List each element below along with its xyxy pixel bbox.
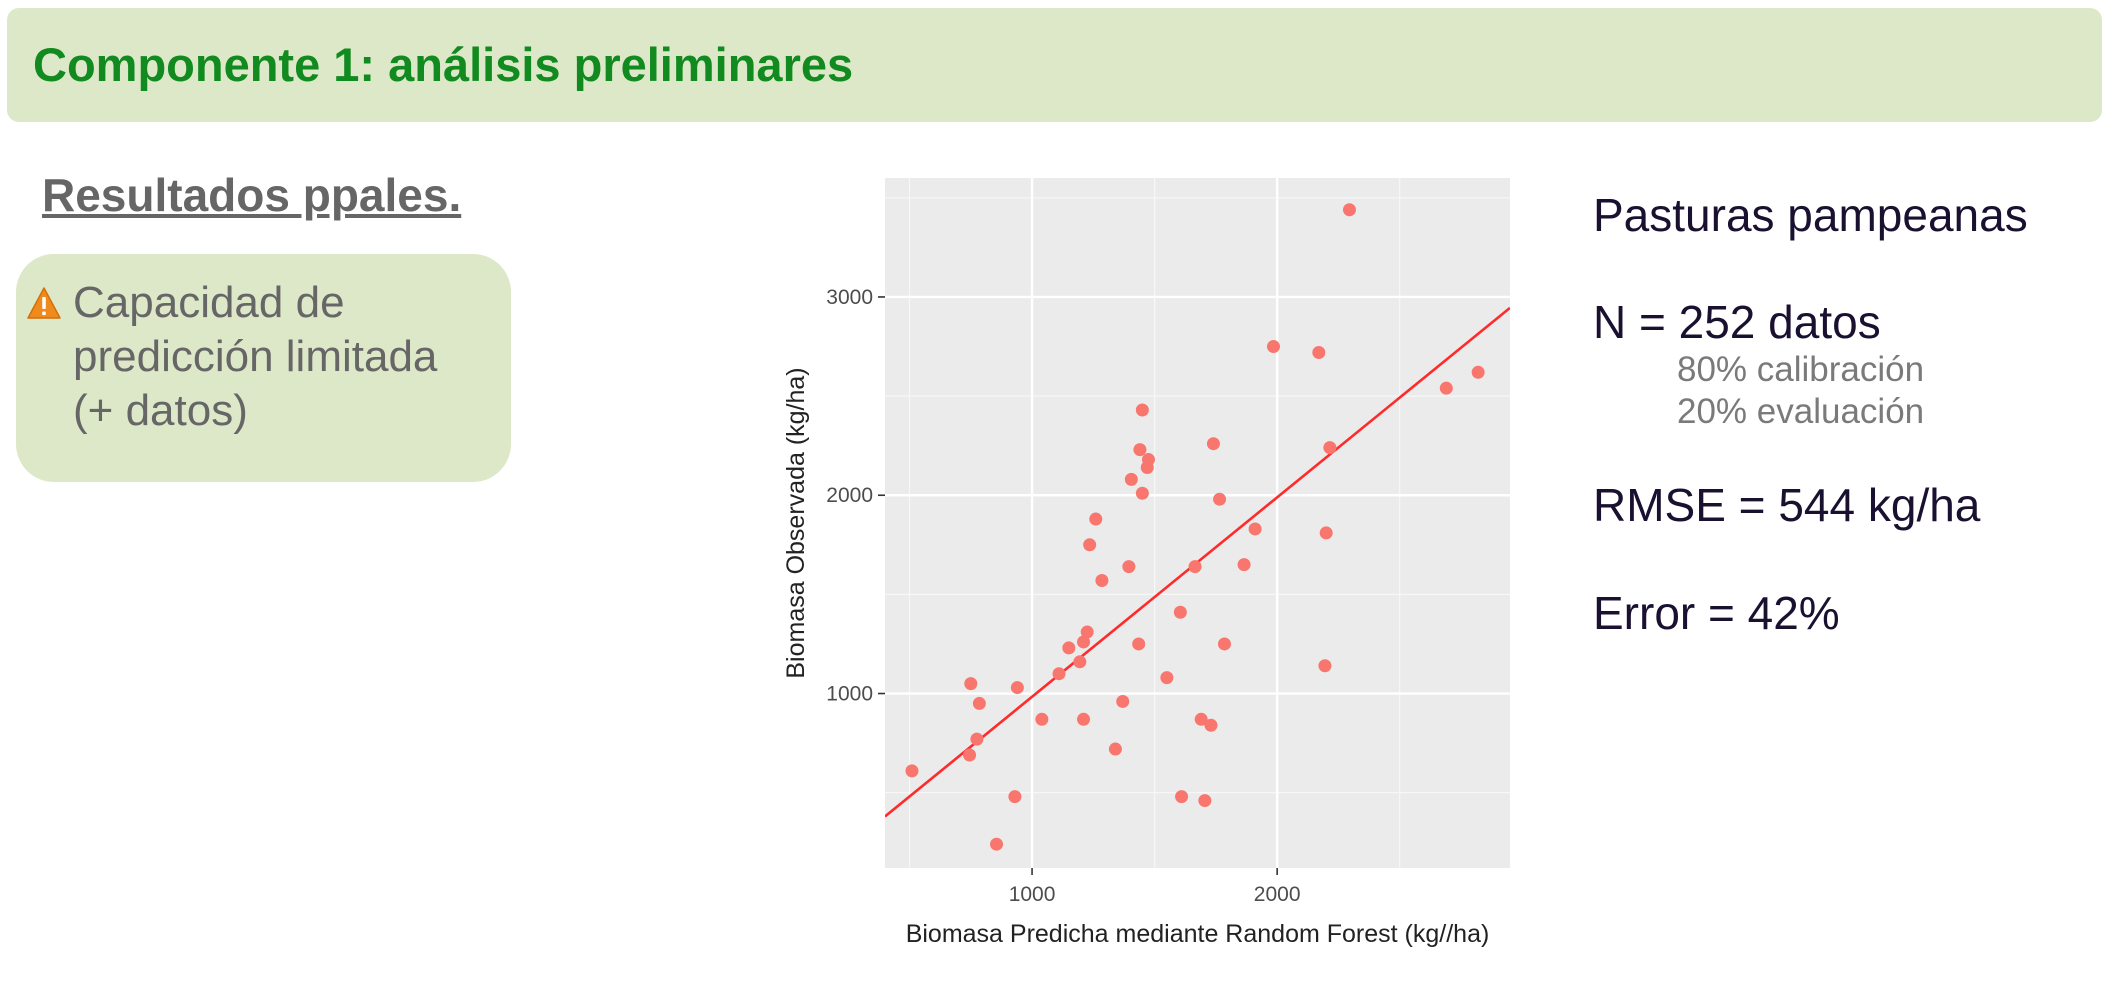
data-point — [1319, 526, 1333, 540]
data-point — [905, 764, 919, 778]
data-point — [1116, 694, 1130, 708]
y-axis-label: Biomasa Observada (kg/ha) — [782, 367, 810, 678]
data-point — [1342, 203, 1356, 217]
y-tick-label: 2000 — [826, 484, 873, 507]
data-point — [1132, 637, 1146, 651]
data-point — [1237, 558, 1251, 572]
data-point — [1173, 605, 1187, 619]
calibration-split: 80% calibración — [1677, 350, 1925, 389]
data-point — [1095, 574, 1109, 587]
callout-line: predicción limitada — [73, 332, 438, 381]
data-point — [1194, 712, 1208, 726]
sample-size: N = 252 datos — [1593, 296, 1881, 348]
x-axis-label: Biomasa Predicha mediante Random Forest … — [906, 920, 1490, 948]
y-tick-label: 1000 — [826, 683, 873, 706]
data-point — [1135, 486, 1149, 500]
data-point — [1124, 472, 1138, 486]
data-point — [1248, 522, 1262, 536]
data-point — [1010, 681, 1024, 695]
data-point — [1439, 381, 1453, 395]
data-point — [1266, 340, 1280, 354]
plot-panel — [885, 178, 1510, 868]
data-point — [1062, 641, 1076, 655]
page-title: Componente 1: análisis preliminares — [33, 38, 854, 91]
data-point — [972, 696, 986, 710]
data-point — [1160, 671, 1174, 685]
data-point — [1108, 742, 1122, 756]
rmse-value: RMSE = 544 kg/ha — [1593, 479, 1981, 531]
data-point — [1198, 794, 1212, 808]
data-point — [1217, 637, 1231, 651]
evaluation-split: 20% evaluación — [1677, 392, 1925, 431]
data-point — [963, 748, 977, 762]
dataset-name: Pasturas pampeanas — [1593, 189, 2028, 241]
data-point — [1080, 625, 1094, 639]
data-point — [1206, 437, 1220, 451]
data-point — [970, 732, 984, 746]
data-point — [1089, 512, 1103, 526]
section-title: Resultados ppales. — [42, 169, 462, 221]
error-value: Error = 42% — [1593, 587, 1840, 639]
data-point — [1008, 790, 1022, 804]
data-point — [1052, 667, 1066, 681]
callout-line: Capacidad de — [73, 278, 345, 327]
data-point — [1471, 365, 1485, 379]
data-point — [1077, 712, 1091, 726]
callout-line: (+ datos) — [73, 386, 248, 435]
data-point — [1175, 790, 1189, 804]
data-point — [1133, 443, 1147, 457]
data-point — [1323, 441, 1337, 455]
data-point — [1035, 712, 1049, 726]
data-point — [1141, 453, 1155, 467]
data-point — [1077, 635, 1091, 649]
data-point — [1213, 492, 1227, 506]
callout-box: Capacidad de predicción limitada (+ dato… — [16, 254, 511, 482]
callout-text: Capacidad de predicción limitada (+ dato… — [73, 276, 503, 438]
data-point — [990, 837, 1004, 851]
x-tick-label: 2000 — [1254, 883, 1301, 906]
data-point — [1204, 718, 1218, 732]
data-point — [1122, 560, 1136, 574]
y-tick-label: 3000 — [826, 286, 873, 309]
data-point — [1073, 655, 1087, 669]
data-point — [1135, 403, 1149, 417]
data-point — [1083, 538, 1097, 552]
header-bar: Componente 1: análisis preliminares — [7, 8, 2102, 122]
data-point — [1188, 560, 1202, 574]
warning-icon — [27, 287, 61, 319]
x-tick-label: 1000 — [1009, 883, 1056, 906]
scatter-chart: 1000 2000 1000 2000 3000 Biomasa Predicha med… — [782, 178, 1510, 948]
data-point — [1318, 659, 1332, 673]
data-point — [964, 677, 978, 691]
data-point — [1312, 345, 1326, 359]
